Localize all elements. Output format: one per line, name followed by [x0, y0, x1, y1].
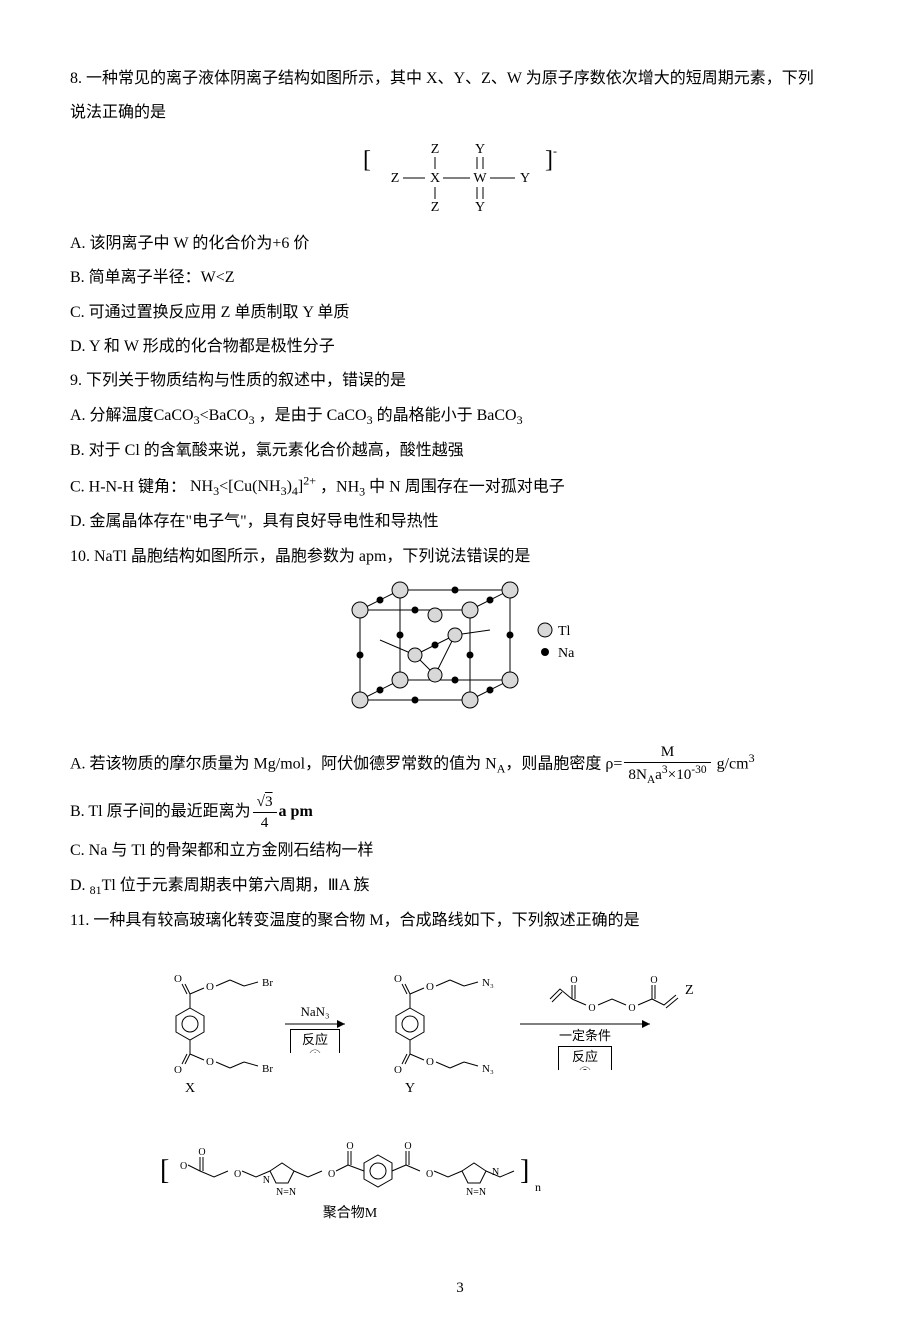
q9-option-d: D. 金属晶体存在"电子气"，具有良好导电性和导热性 [70, 507, 850, 537]
page-number: 3 [70, 1274, 850, 1303]
q11-stem: 11. 一种具有较高玻璃化转变温度的聚合物 M，合成路线如下，下列叙述正确的是 [70, 906, 850, 936]
q8-option-a: A. 该阴离子中 W 的化合价为+6 价 [70, 229, 850, 259]
svg-text:Y: Y [475, 200, 485, 215]
q10-crystal-diagram: Tl Na [70, 580, 850, 730]
q8-stem-line1: 8. 一种常见的离子液体阴离子结构如图所示，其中 X、Y、Z、W 为原子序数依次… [70, 64, 850, 94]
svg-text:N=N: N=N [276, 1187, 296, 1198]
svg-text:O: O [650, 975, 657, 986]
svg-text:O: O [346, 1141, 353, 1152]
q9-option-a: A. 分解温度CaCO3<BaCO3 ，是由于 CaCO3 的晶格能小于 BaC… [70, 401, 850, 432]
q8-option-d: D. Y 和 W 形成的化合物都是极性分子 [70, 332, 850, 362]
svg-text:X: X [185, 1081, 195, 1096]
svg-text:Z: Z [431, 200, 440, 215]
q9-stem: 9. 下列关于物质结构与性质的叙述中，错误的是 [70, 366, 850, 396]
q9-option-c: C. H-N-H 键角： NH3<[Cu(NH3)4]2+ ，NH3 中 N 周… [70, 470, 850, 503]
svg-text:[: [ [160, 1155, 169, 1186]
svg-text:聚合物M: 聚合物M [323, 1205, 378, 1221]
q8-structure-diagram: [ ] - Z X W Y Z Z Y Y [70, 137, 850, 217]
q11-reaction-scheme: O O Br Br X NaN₃ 反应① [70, 944, 850, 1244]
svg-text:O: O [404, 1141, 411, 1152]
svg-text:Y: Y [520, 171, 530, 186]
svg-text:-: - [553, 144, 557, 158]
svg-text:O: O [328, 1169, 335, 1180]
svg-text:W: W [473, 171, 487, 186]
svg-text:NaN₃: NaN₃ [300, 1004, 329, 1019]
svg-text:]: ] [520, 1155, 529, 1186]
svg-text:Br: Br [262, 1063, 273, 1075]
svg-text:X: X [430, 171, 440, 186]
svg-text:Y: Y [475, 142, 485, 157]
svg-text:O: O [588, 1003, 595, 1014]
q10-option-a: A. 若该物质的摩尔质量为 Mg/mol，阿伏伽德罗常数的值为 NA，则晶胞密度… [70, 742, 850, 788]
svg-text:O: O [198, 1147, 205, 1158]
svg-text:N₃: N₃ [482, 1063, 494, 1075]
svg-text:n: n [535, 1180, 541, 1194]
svg-text:Z: Z [391, 171, 400, 186]
q10-stem: 10. NaTl 晶胞结构如图所示，晶胞参数为 apm，下列说法错误的是 [70, 542, 850, 572]
svg-text:Y: Y [405, 1081, 415, 1096]
svg-text:O: O [234, 1169, 241, 1180]
svg-text:N: N [263, 1175, 270, 1186]
svg-text:N=N: N=N [466, 1187, 486, 1198]
svg-text:]: ] [545, 147, 553, 173]
svg-text:O: O [570, 975, 577, 986]
q8-stem-line2: 说法正确的是 [70, 98, 850, 128]
legend-tl: Tl [558, 624, 571, 639]
q8-option-c: C. 可通过置换反应用 Z 单质制取 Y 单质 [70, 298, 850, 328]
q10-option-d: D. 81Tl 位于元素周期表中第六周期，ⅢA 族 [70, 871, 850, 902]
q10-option-b: B. Tl 原子间的最近距离为√34a pm [70, 792, 850, 833]
svg-text:一定条件: 一定条件 [559, 1028, 611, 1043]
svg-text:Z: Z [685, 983, 694, 998]
svg-text:O: O [426, 1169, 433, 1180]
svg-text:O: O [180, 1161, 187, 1172]
svg-text:N₃: N₃ [482, 977, 494, 989]
svg-text:[: [ [363, 147, 371, 173]
svg-text:Z: Z [431, 142, 440, 157]
q8-option-b: B. 简单离子半径：W<Z [70, 263, 850, 293]
q10-option-c: C. Na 与 Tl 的骨架都和立方金刚石结构一样 [70, 836, 850, 866]
q9-option-b: B. 对于 Cl 的含氧酸来说，氯元素化合价越高，酸性越强 [70, 436, 850, 466]
svg-text:O: O [628, 1003, 635, 1014]
legend-na: Na [558, 646, 575, 661]
svg-text:Br: Br [262, 977, 273, 989]
